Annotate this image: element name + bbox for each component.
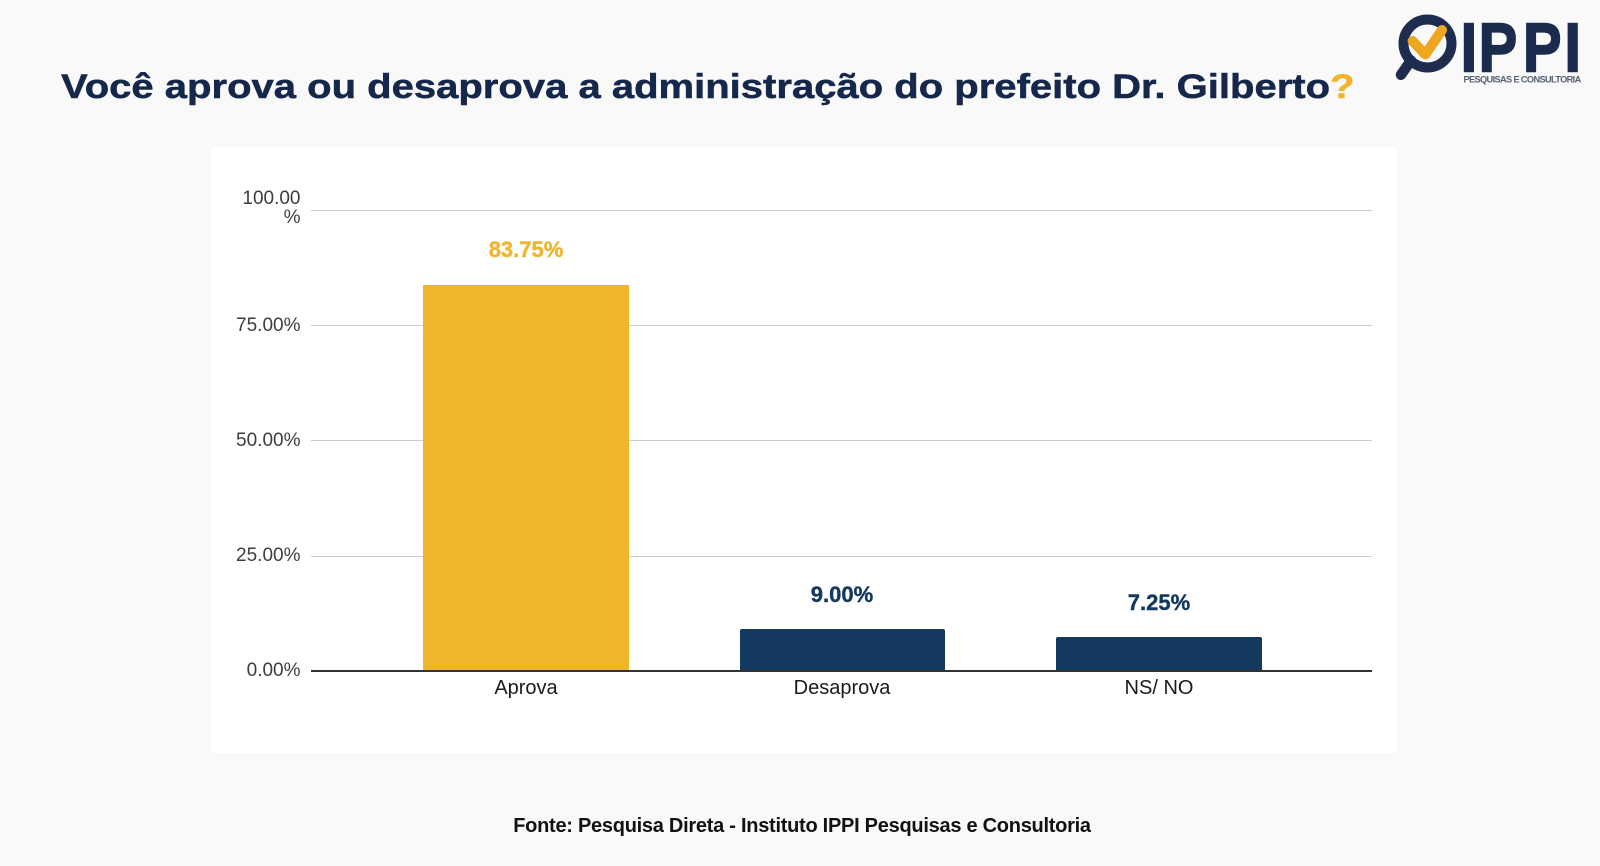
svg-text:PESQUISAS E CONSULTORIA: PESQUISAS E CONSULTORIA [1464, 75, 1582, 85]
